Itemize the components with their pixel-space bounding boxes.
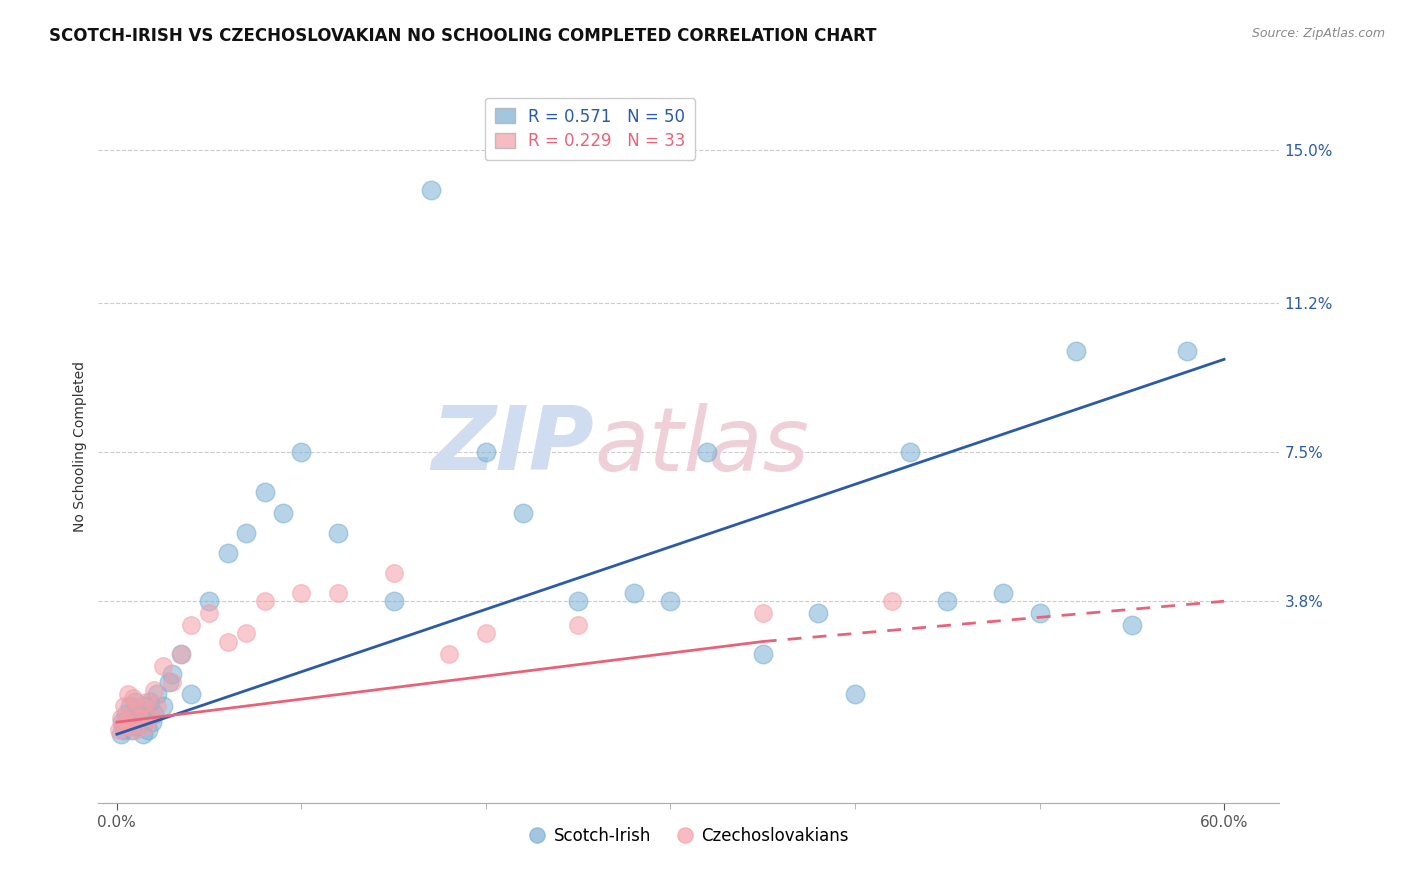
- Point: [128, 715, 150, 730]
- Point: [157, 674, 180, 689]
- Point: [567, 618, 589, 632]
- Point: [512, 506, 534, 520]
- Text: SCOTCH-IRISH VS CZECHOSLOVAKIAN NO SCHOOLING COMPLETED CORRELATION CHART: SCOTCH-IRISH VS CZECHOSLOVAKIAN NO SCHOO…: [49, 27, 877, 45]
- Point: [382, 594, 405, 608]
- Point: [567, 594, 589, 608]
- Point: [129, 699, 152, 714]
- Point: [623, 586, 645, 600]
- Point: [107, 723, 129, 738]
- Text: ZIP: ZIP: [432, 402, 595, 490]
- Point: [136, 723, 159, 738]
- Point: [110, 727, 132, 741]
- Point: [235, 626, 257, 640]
- Point: [135, 695, 157, 709]
- Point: [475, 626, 498, 640]
- Point: [132, 727, 155, 741]
- Point: [419, 183, 441, 197]
- Point: [198, 594, 221, 608]
- Point: [217, 634, 239, 648]
- Point: [844, 687, 866, 701]
- Point: [807, 607, 830, 621]
- Point: [253, 594, 276, 608]
- Point: [122, 690, 145, 705]
- Point: [696, 445, 718, 459]
- Point: [880, 594, 903, 608]
- Point: [991, 586, 1014, 600]
- Legend: Scotch-Irish, Czechoslovakians: Scotch-Irish, Czechoslovakians: [523, 821, 855, 852]
- Y-axis label: No Schooling Completed: No Schooling Completed: [73, 360, 87, 532]
- Point: [382, 566, 405, 580]
- Point: [290, 586, 312, 600]
- Point: [112, 723, 135, 738]
- Point: [1028, 607, 1050, 621]
- Point: [121, 723, 143, 738]
- Point: [180, 618, 202, 632]
- Point: [162, 674, 183, 689]
- Point: [1175, 344, 1198, 359]
- Text: Source: ZipAtlas.com: Source: ZipAtlas.com: [1251, 27, 1385, 40]
- Point: [139, 711, 162, 725]
- Point: [111, 719, 134, 733]
- Point: [129, 707, 152, 722]
- Point: [141, 715, 163, 730]
- Point: [117, 687, 139, 701]
- Point: [170, 647, 193, 661]
- Point: [328, 586, 350, 600]
- Point: [142, 682, 165, 697]
- Point: [111, 715, 134, 730]
- Point: [115, 715, 138, 730]
- Point: [134, 699, 156, 714]
- Point: [152, 658, 174, 673]
- Point: [170, 647, 193, 661]
- Point: [128, 711, 150, 725]
- Point: [142, 707, 165, 722]
- Point: [112, 699, 135, 714]
- Point: [135, 711, 157, 725]
- Point: [139, 695, 162, 709]
- Point: [118, 719, 141, 733]
- Point: [659, 594, 682, 608]
- Point: [290, 445, 312, 459]
- Point: [936, 594, 959, 608]
- Point: [751, 607, 773, 621]
- Point: [328, 525, 350, 540]
- Point: [475, 445, 498, 459]
- Point: [900, 445, 922, 459]
- Point: [146, 687, 169, 701]
- Point: [198, 607, 221, 621]
- Point: [122, 711, 145, 725]
- Point: [437, 647, 460, 661]
- Point: [152, 699, 174, 714]
- Point: [117, 719, 139, 733]
- Point: [134, 719, 156, 733]
- Point: [124, 695, 146, 709]
- Point: [180, 687, 202, 701]
- Point: [127, 719, 149, 733]
- Point: [121, 707, 143, 722]
- Point: [253, 485, 276, 500]
- Text: atlas: atlas: [595, 403, 810, 489]
- Point: [162, 666, 183, 681]
- Point: [146, 699, 169, 714]
- Point: [1066, 344, 1088, 359]
- Point: [235, 525, 257, 540]
- Point: [110, 711, 132, 725]
- Point: [217, 546, 239, 560]
- Point: [115, 707, 138, 722]
- Point: [271, 506, 294, 520]
- Point: [751, 647, 773, 661]
- Point: [124, 723, 146, 738]
- Point: [118, 699, 141, 714]
- Point: [1121, 618, 1143, 632]
